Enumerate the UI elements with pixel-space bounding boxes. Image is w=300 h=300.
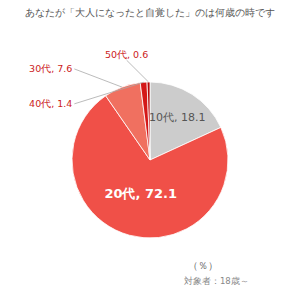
pie-slice bbox=[106, 83, 150, 160]
data-label: 20代, 72.1 bbox=[104, 186, 177, 201]
annotation: （％） bbox=[188, 260, 218, 271]
data-labels: 10代, 18.1 20代, 72.1 30代, 7.6 40代, 1.4 50代, 0… bbox=[29, 49, 205, 201]
pie-slice bbox=[72, 96, 228, 238]
data-label: 30代, 7.6 bbox=[29, 63, 72, 74]
leader-line bbox=[74, 69, 122, 87]
leader-line bbox=[74, 82, 143, 104]
chart: あなたが「大人になったと自覚した」のは何歳の時です 10代, 18.1 20代, 7… bbox=[0, 0, 300, 300]
data-label: 40代, 1.4 bbox=[29, 98, 72, 109]
pie bbox=[72, 82, 228, 238]
background bbox=[0, 0, 300, 300]
annotation: 対象者：18歳～ bbox=[184, 276, 249, 286]
leader-line bbox=[127, 60, 149, 82]
data-label: 10代, 18.1 bbox=[149, 111, 205, 124]
data-label: 50代, 0.6 bbox=[105, 49, 148, 60]
title: あなたが「大人になったと自覚した」のは何歳の時です bbox=[25, 7, 275, 18]
